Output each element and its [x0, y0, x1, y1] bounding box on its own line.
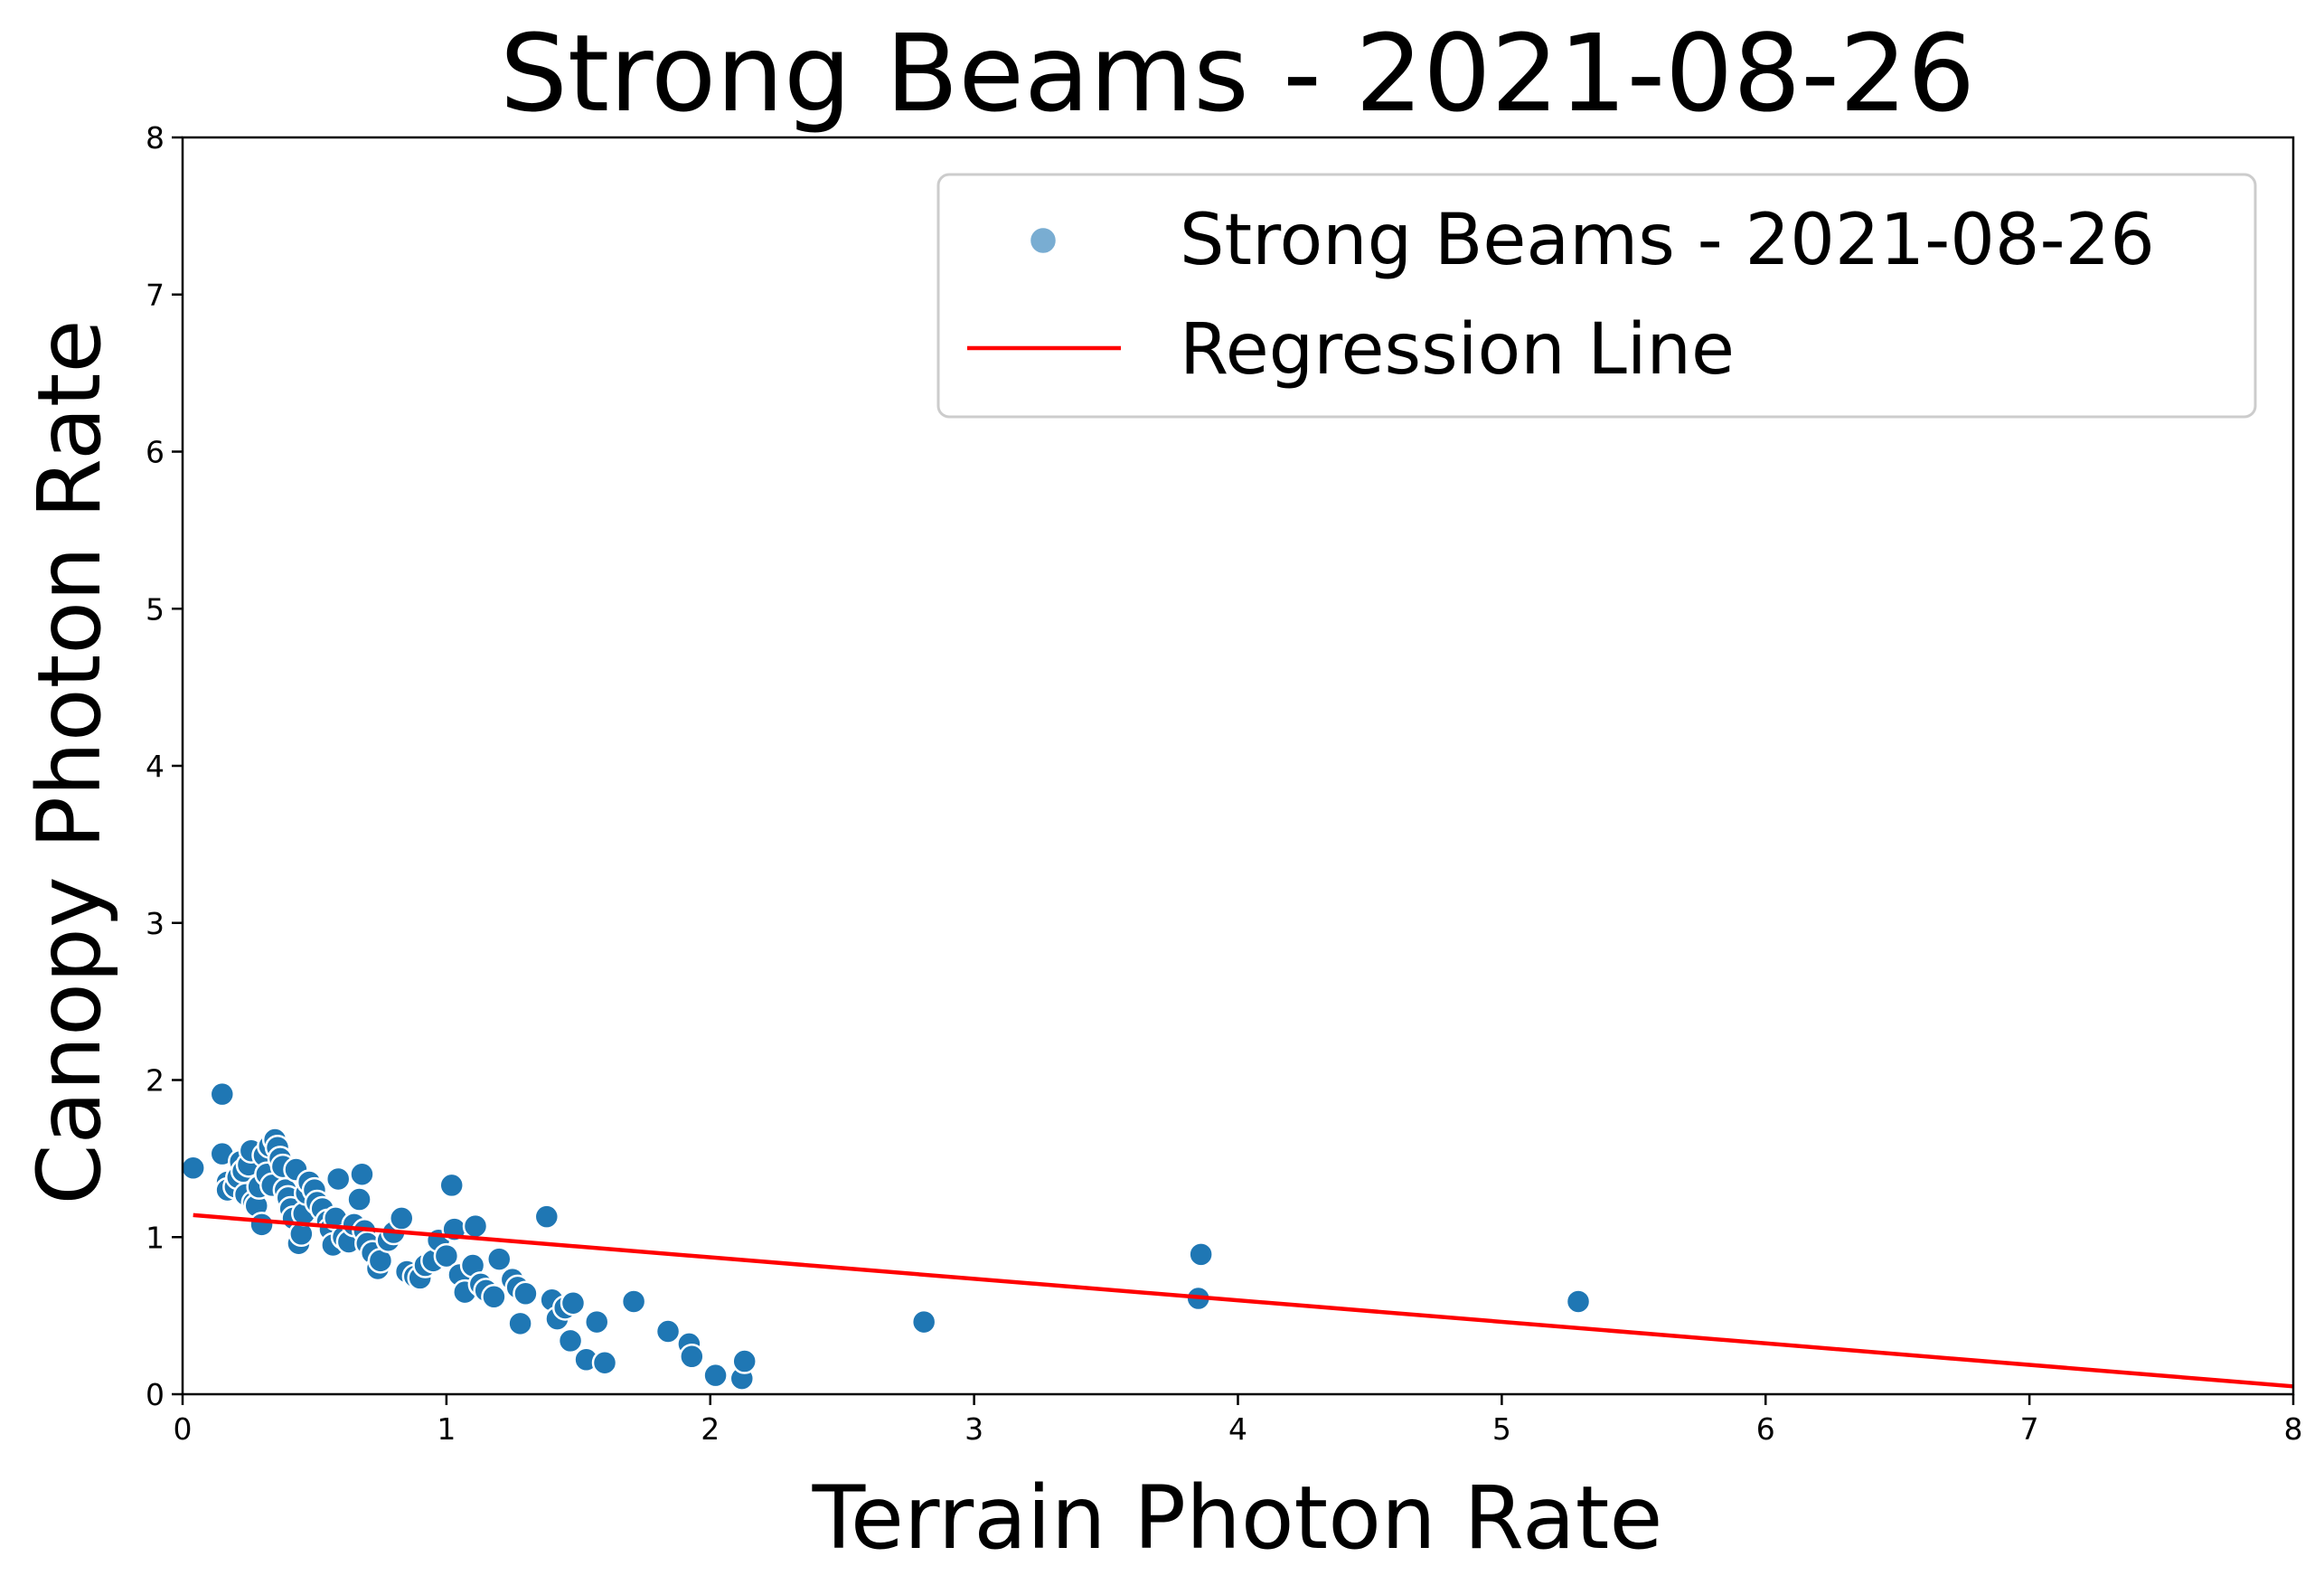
scatter-point: [1188, 1241, 1214, 1268]
scatter-point: [591, 1350, 618, 1376]
x-tick-label: 2: [701, 1411, 720, 1447]
legend: Strong Beams - 2021-08-26 Regression Lin…: [936, 173, 2257, 419]
scatter-point: [325, 1165, 352, 1193]
scatter-point: [620, 1288, 647, 1315]
scatter-point: [433, 1242, 460, 1269]
scatter-point: [910, 1308, 937, 1335]
x-axis-ticks: 0 1 2 3 4 5 6 7 8: [174, 1394, 2303, 1447]
chart-title: Strong Beams - 2021-08-26: [500, 11, 1975, 136]
scatter-point: [209, 1080, 236, 1108]
scatter-point: [438, 1172, 465, 1199]
scatter-point: [481, 1284, 507, 1310]
legend-label-regression: Regression Line: [1180, 309, 1735, 391]
x-tick-label: 3: [964, 1411, 983, 1447]
regression-line: [193, 1212, 2294, 1389]
scatter-point: [346, 1186, 372, 1212]
x-tick-label: 5: [1492, 1411, 1511, 1447]
scatter-point: [731, 1348, 757, 1374]
scatter-point: [249, 1212, 275, 1238]
scatter-point: [654, 1318, 682, 1344]
y-axis-label: Canopy Photon Rate: [19, 319, 120, 1204]
x-tick-label: 8: [2284, 1411, 2303, 1447]
scatter-points: [180, 1080, 1592, 1392]
y-tick-label: 7: [146, 278, 165, 313]
plot-area: [180, 1080, 2294, 1392]
scatter-point: [557, 1327, 584, 1354]
y-tick-label: 4: [146, 749, 165, 784]
y-tick-label: 5: [146, 591, 165, 627]
x-tick-label: 6: [1756, 1411, 1775, 1447]
scatter-point: [702, 1362, 729, 1389]
scatter-point: [180, 1155, 206, 1182]
legend-marker-points: [1028, 225, 1059, 256]
y-tick-label: 8: [146, 120, 165, 156]
scatter-point: [533, 1203, 560, 1230]
y-tick-label: 6: [146, 435, 165, 470]
scatter-point: [507, 1310, 533, 1337]
scatter-point: [679, 1344, 705, 1370]
x-tick-label: 7: [2020, 1411, 2039, 1447]
scatter-point: [349, 1161, 375, 1187]
y-tick-label: 1: [146, 1220, 165, 1255]
y-tick-label: 0: [146, 1377, 165, 1412]
legend-box: [936, 173, 2257, 419]
x-tick-label: 0: [174, 1411, 193, 1447]
scatter-point: [462, 1212, 489, 1240]
scatter-point: [560, 1289, 587, 1316]
scatter-point: [389, 1205, 415, 1231]
y-tick-label: 3: [146, 906, 165, 941]
y-tick-label: 2: [146, 1063, 165, 1099]
x-tick-label: 1: [437, 1411, 456, 1447]
x-axis-label: Terrain Photon Rate: [812, 1467, 1663, 1569]
x-tick-label: 4: [1228, 1411, 1247, 1447]
scatter-point: [583, 1308, 610, 1335]
y-axis-ticks: 0 1 2 3 4 5 6 7 8: [146, 120, 183, 1412]
scatter-point: [486, 1246, 513, 1272]
scatter-point: [1565, 1288, 1592, 1315]
scatter-point: [513, 1280, 539, 1307]
legend-label-points: Strong Beams - 2021-08-26: [1180, 200, 2155, 281]
